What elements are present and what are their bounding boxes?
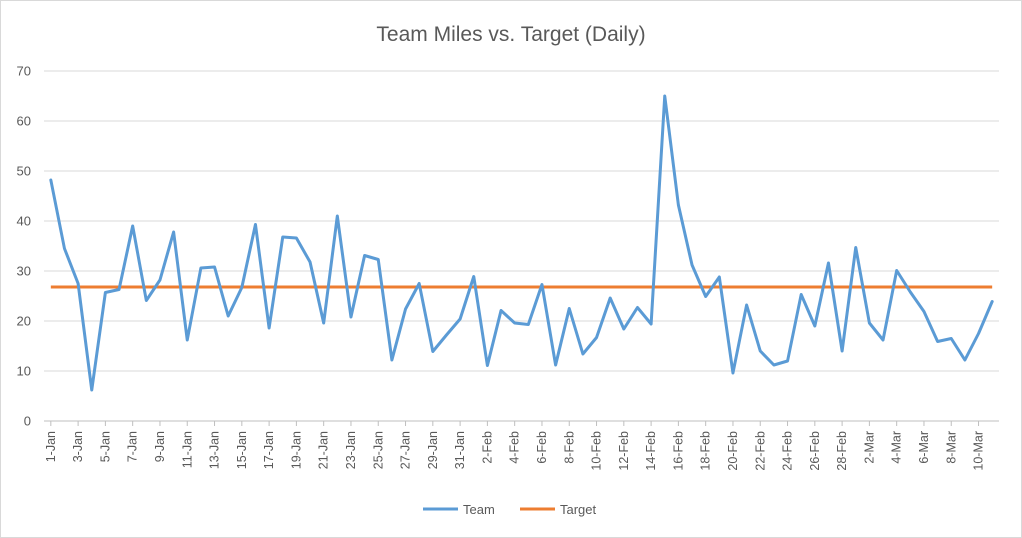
x-tick-label: 4-Mar xyxy=(890,431,904,464)
y-tick-label: 30 xyxy=(17,264,31,279)
x-tick-label: 22-Feb xyxy=(753,431,767,471)
gridlines xyxy=(44,70,999,422)
x-tick-label: 27-Jan xyxy=(399,431,413,469)
x-tick-label: 28-Feb xyxy=(835,431,849,471)
legend-label-team: Team xyxy=(463,502,495,517)
x-tick-label: 21-Jan xyxy=(317,431,331,469)
y-tick-label: 40 xyxy=(17,214,31,229)
y-axis-ticks: 0 10 20 30 40 50 60 70 xyxy=(17,64,31,429)
x-tick-label: 2-Feb xyxy=(480,431,494,464)
x-tick-label: 10-Mar xyxy=(972,431,986,471)
x-tick-label: 6-Feb xyxy=(535,431,549,464)
series-lines xyxy=(49,94,994,392)
x-tick-label: 25-Jan xyxy=(371,431,385,469)
x-tick-label: 5-Jan xyxy=(98,431,112,462)
x-tick-label: 16-Feb xyxy=(671,431,685,471)
x-tick-label: 15-Jan xyxy=(235,431,249,469)
y-tick-label: 0 xyxy=(24,414,31,429)
x-tick-label: 2-Mar xyxy=(862,431,876,464)
x-tick-label: 7-Jan xyxy=(126,431,140,462)
y-tick-label: 60 xyxy=(17,114,31,129)
x-tick-label: 10-Feb xyxy=(590,431,604,471)
y-tick-label: 10 xyxy=(17,364,31,379)
x-tick-label: 9-Jan xyxy=(153,431,167,462)
x-tick-label: 3-Jan xyxy=(71,431,85,462)
x-tick-label: 18-Feb xyxy=(699,431,713,471)
x-tick-label: 6-Mar xyxy=(917,431,931,464)
x-tick-label: 29-Jan xyxy=(426,431,440,469)
x-tick-label: 8-Feb xyxy=(562,431,576,464)
x-tick-label: 26-Feb xyxy=(808,431,822,471)
x-axis-ticks: 1-Jan 3-Jan 5-Jan 7-Jan 9-Jan 11-Jan 13-Jan 15-… xyxy=(44,421,986,471)
x-tick-label: 24-Feb xyxy=(781,431,795,471)
x-tick-label: 11-Jan xyxy=(180,431,194,468)
x-tick-label: 19-Jan xyxy=(289,431,303,469)
legend-label-target: Target xyxy=(560,502,597,517)
y-tick-label: 20 xyxy=(17,314,31,329)
x-tick-label: 17-Jan xyxy=(262,431,276,469)
x-tick-label: 23-Jan xyxy=(344,431,358,469)
chart-title: Team Miles vs. Target (Daily) xyxy=(376,23,645,46)
x-tick-label: 12-Feb xyxy=(617,431,631,471)
x-tick-label: 8-Mar xyxy=(944,431,958,464)
y-tick-label: 50 xyxy=(17,164,31,179)
x-tick-label: 14-Feb xyxy=(644,431,658,471)
x-tick-label: 4-Feb xyxy=(508,431,522,464)
x-tick-label: 1-Jan xyxy=(44,431,58,462)
legend: Team Target xyxy=(423,502,597,517)
y-tick-label: 70 xyxy=(17,64,31,79)
x-tick-label: 31-Jan xyxy=(453,431,467,469)
team-series-line xyxy=(49,94,994,392)
x-tick-label: 13-Jan xyxy=(208,431,222,469)
x-tick-label: 20-Feb xyxy=(726,431,740,471)
